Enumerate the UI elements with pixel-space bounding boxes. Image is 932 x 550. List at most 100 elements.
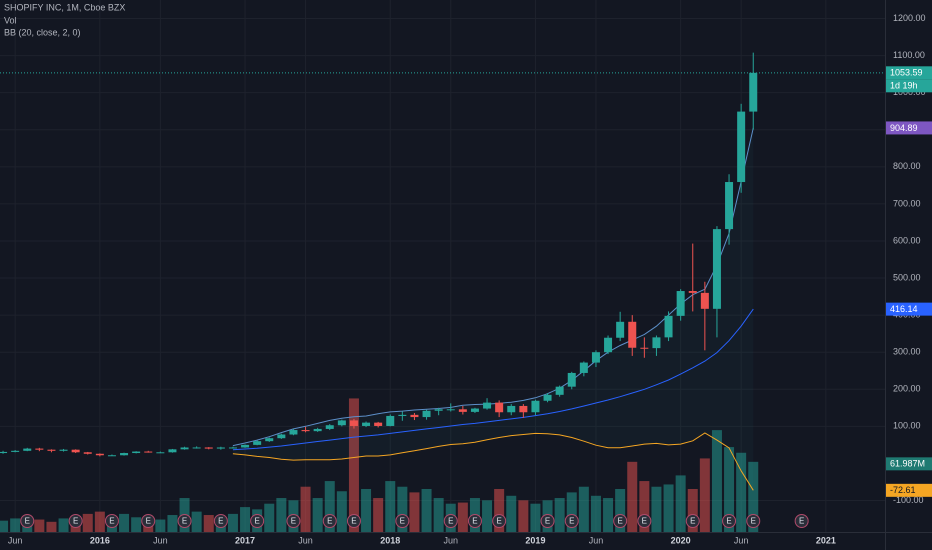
volume-bar — [240, 507, 251, 532]
earnings-label: E — [109, 517, 114, 526]
earnings-label: E — [726, 517, 731, 526]
earnings-marker — [492, 514, 507, 528]
x-tick-label: 2018 — [380, 535, 400, 545]
volume-bar — [590, 495, 601, 532]
volume-bar — [227, 513, 238, 532]
candle-body — [567, 372, 576, 387]
candle-body — [241, 444, 250, 448]
countdown-label: 1d 19h — [890, 81, 918, 91]
indicator-label: BB (20, close, 2, 0) — [4, 27, 81, 37]
volume-bar — [82, 513, 93, 532]
candle-body — [325, 425, 334, 429]
earnings-marker — [746, 514, 761, 528]
earnings-marker — [613, 514, 628, 528]
earnings-marker — [177, 514, 192, 528]
earnings-marker — [141, 514, 156, 528]
earnings-marker — [443, 514, 458, 528]
x-tick-label: 2020 — [671, 535, 691, 545]
candle-body — [737, 111, 746, 183]
candle-body — [35, 448, 44, 450]
earnings-label: E — [642, 517, 647, 526]
x-tick-label: Jun — [443, 535, 458, 545]
volume-bar — [373, 498, 384, 532]
band-value-label-box — [886, 302, 932, 316]
candle-body — [543, 394, 552, 401]
candle-body — [23, 448, 32, 451]
band-value-label: -72.61 — [890, 485, 916, 495]
volume-bar — [736, 452, 747, 532]
volume-bar — [651, 486, 662, 532]
y-tick-label: 1100.00 — [893, 50, 925, 60]
earnings-label: E — [617, 517, 622, 526]
volume-bar — [167, 515, 178, 532]
candle-body — [725, 182, 734, 230]
volume-bar — [131, 517, 142, 532]
y-tick-label: 500.00 — [893, 272, 921, 282]
candle-body — [531, 400, 540, 413]
earnings-label: E — [472, 517, 477, 526]
earnings-label: E — [799, 517, 804, 526]
earnings-label: E — [545, 517, 550, 526]
earnings-label: E — [400, 517, 405, 526]
candle-body — [446, 409, 455, 411]
chart-title: SHOPIFY INC, 1M, Cboe BZX — [4, 2, 125, 12]
volume-bar — [566, 492, 577, 532]
candle-body — [216, 447, 225, 449]
earnings-marker — [722, 514, 737, 528]
candle-body — [483, 402, 492, 409]
candle-body — [289, 430, 298, 435]
volume-bar — [264, 503, 275, 532]
candle-body — [688, 291, 697, 293]
volume-bar — [312, 498, 323, 532]
volume-bar — [10, 518, 21, 532]
candle-body — [458, 409, 467, 412]
candle-body — [156, 452, 165, 454]
x-tick-label: 2021 — [816, 535, 836, 545]
volume-bar — [699, 458, 710, 532]
earnings-label: E — [73, 517, 78, 526]
volume-bar — [276, 498, 287, 532]
earnings-label: E — [496, 517, 501, 526]
candle-body — [132, 451, 141, 454]
earnings-marker — [286, 514, 301, 528]
x-tick-label: 2019 — [525, 535, 545, 545]
candle-body — [495, 402, 504, 413]
volume-bar — [94, 511, 105, 532]
x-tick-label: Jun — [153, 535, 168, 545]
volume-bar — [119, 513, 130, 532]
band-value-label: 904.89 — [890, 123, 918, 133]
earnings-label: E — [146, 517, 151, 526]
volume-bar — [433, 498, 444, 532]
earnings-marker — [250, 514, 265, 528]
earnings-marker — [104, 514, 119, 528]
volume-bar — [324, 481, 335, 532]
band-line — [232, 308, 754, 451]
y-tick-label: 600.00 — [893, 235, 921, 245]
volume-bar — [530, 503, 541, 532]
band-fill — [232, 127, 754, 491]
x-tick-label: Jun — [734, 535, 749, 545]
candle-body — [616, 321, 625, 338]
candle-body — [83, 452, 92, 454]
candle-body — [265, 438, 274, 442]
earnings-marker — [322, 514, 337, 528]
candle-body — [470, 408, 479, 412]
volume-bar — [409, 492, 420, 532]
y-tick-label: 1200.00 — [893, 13, 926, 23]
volume-bar — [361, 488, 372, 532]
volume-bar — [155, 519, 166, 532]
volume-bar — [385, 481, 396, 532]
volume-value-label-box — [886, 457, 932, 471]
candle-body — [652, 337, 661, 349]
earnings-label: E — [182, 517, 187, 526]
candle-body — [362, 422, 371, 426]
volume-bar — [554, 498, 565, 532]
band-value-label: 416.14 — [890, 304, 918, 314]
earnings-label: E — [351, 517, 356, 526]
y-tick-label: -100.00 — [893, 495, 924, 505]
candle-body — [192, 447, 201, 449]
volume-value-label: 61.987M — [890, 459, 925, 469]
volume-bar — [687, 488, 698, 532]
earnings-marker — [540, 514, 555, 528]
